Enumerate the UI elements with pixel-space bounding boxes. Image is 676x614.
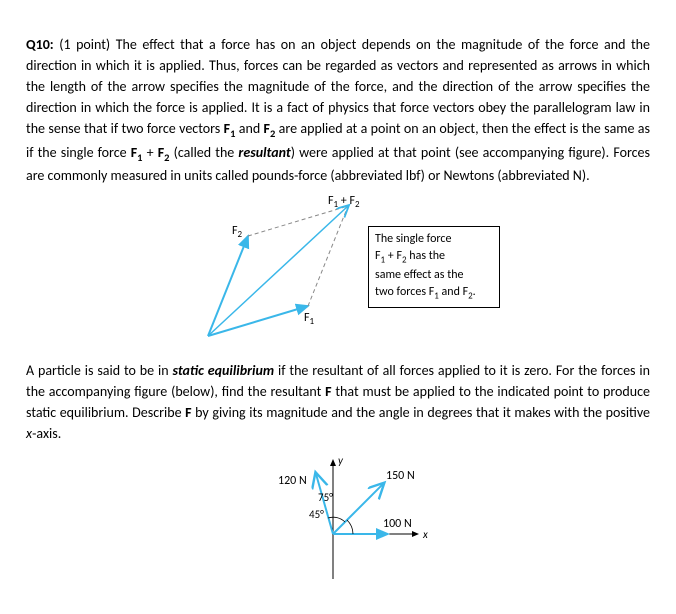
dash-2 bbox=[248, 206, 348, 236]
vector-f2 bbox=[208, 236, 248, 336]
question-para-1: Q10: (1 point) The effect that a force h… bbox=[26, 34, 650, 186]
label-120n: 120 N bbox=[278, 474, 307, 488]
cap-line2: F1 + F2 has the bbox=[375, 248, 493, 267]
p2d: by giving its magnitude and the angle in… bbox=[192, 404, 650, 421]
points-text: (1 point) bbox=[54, 36, 116, 53]
label-x: x bbox=[422, 528, 428, 541]
question-para-2: A particle is said to be in static equil… bbox=[26, 360, 650, 444]
cap-line1: The single force bbox=[375, 231, 493, 248]
label-150n: 150 N bbox=[386, 469, 415, 483]
resultant-word: resultant bbox=[238, 144, 290, 161]
cap-line4: two forces F1 and F2. bbox=[375, 284, 493, 303]
static-eq: static equilibrium bbox=[172, 362, 274, 379]
label-75deg: 75° bbox=[318, 491, 333, 504]
vector-120n bbox=[316, 474, 333, 534]
f2-label: F2 bbox=[232, 224, 243, 240]
arc-45 bbox=[347, 520, 353, 534]
cap-line3: same effect as the bbox=[375, 267, 493, 284]
arc-75 bbox=[328, 517, 345, 522]
p2e: -axis. bbox=[32, 425, 61, 442]
label-45deg: 45° bbox=[309, 508, 324, 521]
and1: and bbox=[235, 120, 263, 137]
p2a: A particle is said to be in bbox=[26, 362, 172, 379]
vector-resultant bbox=[208, 206, 348, 336]
label-100n: 100 N bbox=[383, 517, 412, 531]
plus1: + bbox=[143, 144, 158, 161]
dash-1 bbox=[308, 206, 348, 306]
question-label: Q10: bbox=[26, 36, 54, 53]
label-y: y bbox=[338, 454, 344, 467]
sum-label: F1 + F2 bbox=[328, 196, 360, 210]
vector-150n bbox=[333, 484, 383, 534]
figure-1-wrap: F1 F2 F1 + F2 The single force F1 + F2 h… bbox=[178, 196, 498, 346]
f1-label: F1 bbox=[304, 311, 315, 327]
vector-f1 bbox=[208, 306, 308, 336]
figure-1-caption: The single force F1 + F2 has the same ef… bbox=[368, 226, 500, 308]
p1c: (called the bbox=[170, 144, 239, 161]
